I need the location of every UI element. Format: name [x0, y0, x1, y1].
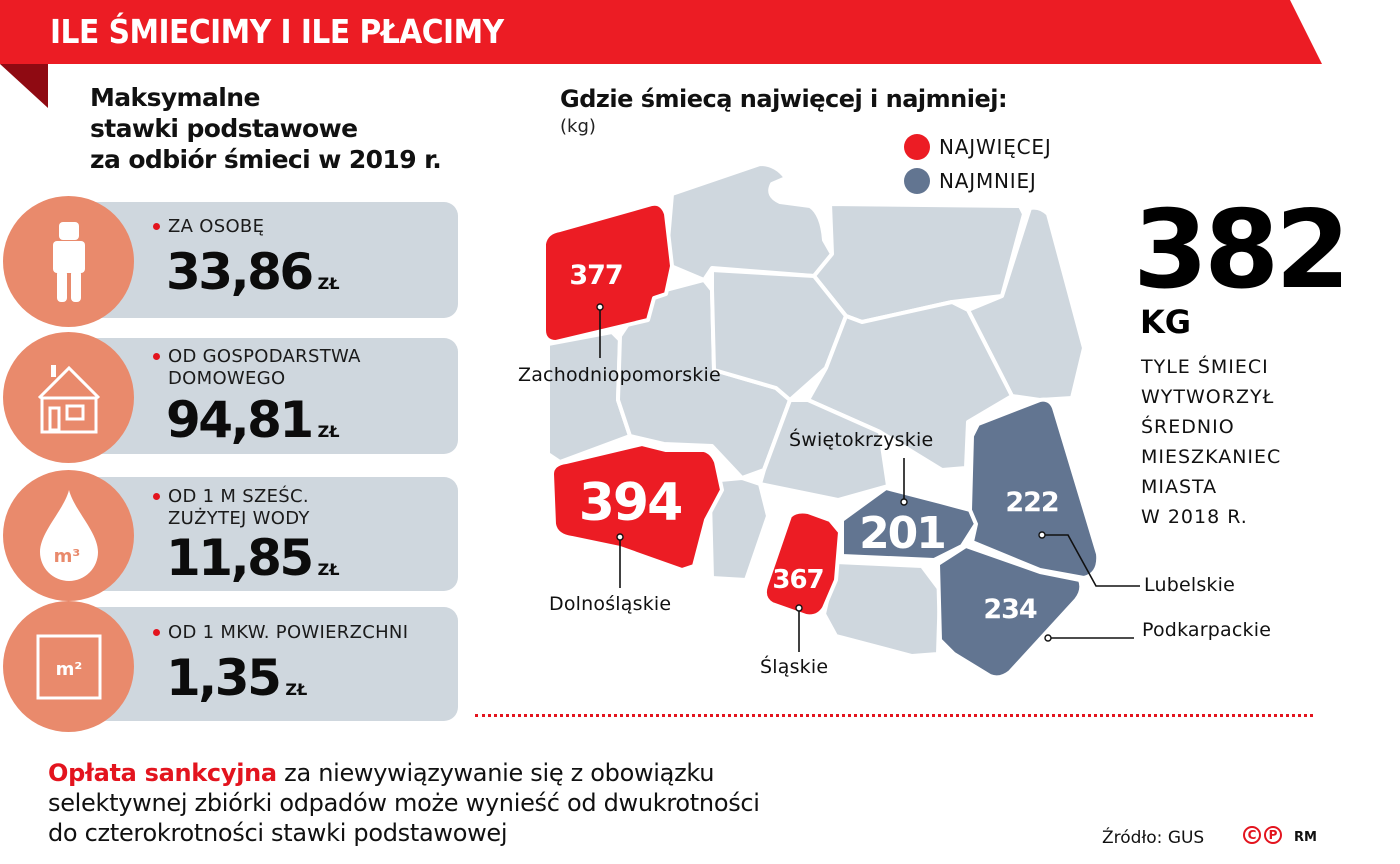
value-swietokrzyskie: 201	[859, 508, 945, 559]
value-dolnoslaskie: 394	[579, 473, 682, 533]
rate-label-line: ZA OSOBĘ	[168, 216, 265, 237]
region-podkarpackie	[936, 544, 1084, 680]
dotted-divider	[475, 714, 1313, 717]
region-lodzkie	[758, 398, 890, 502]
page-title: ILE ŚMIECIMY I ILE PŁACIMY	[50, 12, 504, 51]
label-zachodniopomorskie: Zachodniopomorskie	[518, 364, 721, 386]
bullet-icon	[153, 353, 160, 360]
svg-text:m³: m³	[53, 546, 80, 567]
penalty-note: Opłata sankcyjna za niewywiązywanie się …	[48, 758, 948, 848]
bullet-icon	[153, 493, 160, 500]
rate-value: 94,81 ZŁ	[166, 392, 340, 460]
note-line-3: do czterokrotności stawki podstawowej	[48, 819, 508, 847]
label-podkarpackie: Podkarpackie	[1142, 619, 1272, 641]
map-unit: (kg)	[560, 116, 596, 137]
rate-label: OD GOSPODARSTWA DOMOWEGO	[153, 346, 361, 390]
average-waste-unit: KG	[1140, 303, 1192, 341]
average-waste-value: 382	[1133, 188, 1350, 313]
currency-unit: ZŁ	[317, 422, 340, 441]
rate-label: OD 1 M SZEŚC. ZUŻYTEJ WODY	[153, 486, 310, 530]
legend-item-least: NAJMNIEJ	[904, 168, 1037, 194]
value-slaskie: 367	[772, 565, 823, 595]
rates-title: Maksymalne stawki podstawowe za odbiór ś…	[90, 82, 510, 175]
description-line: MIASTA	[1141, 476, 1218, 498]
region-lubelskie	[968, 397, 1101, 580]
svg-text:m²: m²	[55, 659, 82, 680]
rate-label: OD 1 MKW. POWIERZCHNI	[153, 622, 409, 644]
title-banner	[0, 0, 1322, 64]
description-line: W 2018 R.	[1141, 506, 1248, 528]
note-highlight: Opłata sankcyjna	[48, 759, 277, 787]
value-zachodniopomorskie: 377	[569, 260, 622, 291]
rate-label: ZA OSOBĘ	[153, 216, 265, 238]
rates-title-line: za odbiór śmieci w 2019 r.	[90, 145, 442, 174]
note-text: za niewywiązywanie się z obowiązku	[276, 759, 715, 787]
rate-amount: 11,85	[166, 529, 314, 587]
currency-unit: ZŁ	[317, 274, 340, 293]
rate-label-line: OD 1 MKW. POWIERZCHNI	[168, 622, 409, 643]
average-waste-description: TYLE ŚMIECI WYTWORZYŁ ŚREDNIO MIESZKANIE…	[1141, 352, 1281, 532]
label-slaskie: Śląskie	[760, 656, 829, 678]
rate-amount: 1,35	[166, 649, 282, 707]
region-pomorskie	[664, 162, 834, 282]
currency-unit: ZŁ	[285, 680, 308, 699]
rate-label-line: DOMOWEGO	[168, 368, 286, 389]
description-line: WYTWORZYŁ	[1141, 386, 1275, 408]
currency-unit: ZŁ	[317, 560, 340, 579]
value-podkarpackie: 234	[983, 594, 1037, 625]
copyright-icon: C	[1243, 826, 1261, 844]
person-icon	[3, 196, 134, 327]
red-dot-icon	[904, 134, 930, 160]
note-line-1: Opłata sankcyjna za niewywiązywanie się …	[48, 758, 948, 788]
description-line: MIESZKANIEC	[1141, 446, 1282, 468]
rates-title-line: stawki podstawowe	[90, 114, 358, 143]
region-slaskie	[762, 509, 842, 619]
legend-item-most: NAJWIĘCEJ	[904, 134, 1052, 160]
blue-gray-dot-icon	[904, 168, 930, 194]
copyright-marks: C P	[1243, 826, 1282, 844]
rate-label-line: OD GOSPODARSTWA	[168, 346, 361, 367]
region-mazowieckie	[806, 300, 1014, 472]
rate-value: 11,85 ZŁ	[166, 530, 340, 598]
bullet-icon	[153, 629, 160, 636]
rate-label-line: OD 1 M SZEŚC.	[168, 486, 309, 507]
rate-amount: 94,81	[166, 391, 314, 449]
description-line: TYLE ŚMIECI	[1141, 356, 1269, 378]
banner-fold-decoration	[0, 64, 48, 108]
rate-label-line: ZUŻYTEJ WODY	[168, 508, 310, 529]
label-dolnoslaskie: Dolnośląskie	[549, 593, 672, 615]
author-initials: RM	[1294, 830, 1317, 845]
rate-value: 33,86 ZŁ	[166, 244, 340, 312]
label-swietokrzyskie: Świętokrzyskie	[789, 429, 934, 451]
house-icon	[3, 332, 134, 463]
region-zachodniopomorskie	[542, 201, 674, 344]
label-lubelskie: Lubelskie	[1144, 574, 1235, 596]
region-dolnoslaskie	[550, 442, 724, 572]
rate-value: 1,35 ZŁ	[166, 650, 307, 718]
value-lubelskie: 222	[1005, 487, 1058, 518]
legend-label: NAJMNIEJ	[939, 169, 1037, 193]
rate-amount: 33,86	[166, 243, 314, 301]
phonogram-icon: P	[1264, 826, 1282, 844]
square-m2-icon: m²	[3, 601, 134, 732]
rates-title-line: Maksymalne	[90, 83, 260, 112]
water-drop-m3-icon: m³	[3, 470, 134, 601]
source-credit: Źródło: GUS	[1102, 828, 1205, 848]
note-line-2: selektywnej zbiórki odpadów może wynieść…	[48, 789, 760, 817]
region-malopolskie	[822, 560, 942, 658]
map-title: Gdzie śmiecą najwięcej i najmniej:	[560, 85, 1008, 113]
bullet-icon	[153, 223, 160, 230]
legend-label: NAJWIĘCEJ	[939, 135, 1052, 159]
description-line: ŚREDNIO	[1141, 416, 1235, 438]
